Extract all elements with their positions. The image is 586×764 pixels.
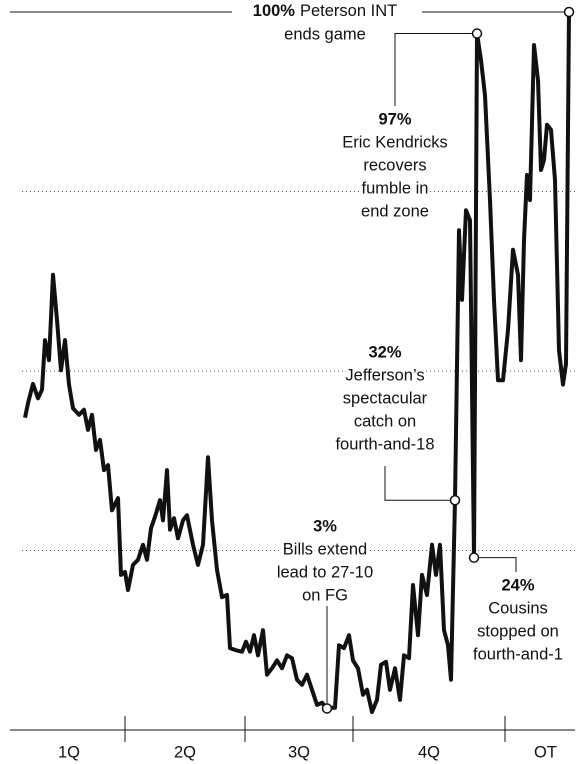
annotation-label: 3% [313,517,337,535]
annotation-point [471,28,483,39]
annotation-text: 100% Peterson INT [253,2,397,20]
win-probability-line [23,11,571,714]
annotation-line: spectacular [343,389,428,407]
annotation-line: fourth-and-18 [335,435,434,453]
annotation-label: 32% [368,343,401,361]
x-tick-label: 1Q [58,743,80,761]
annotation-point [449,494,461,506]
connector [474,557,517,572]
annotation-line: lead to 27-10 [277,563,373,581]
annotation-line: end zone [361,202,429,220]
annotation-line: on FG [302,586,348,604]
annotation-line: Peterson INT [300,2,397,20]
annotation-point [563,6,575,18]
annotation-label: 24% [501,576,534,594]
annotation-point [468,552,480,563]
annotation-line: Cousins [488,599,548,617]
annotation-line: recovers [363,156,426,174]
x-tick-label: 3Q [288,743,310,761]
annotation-line: Jefferson’s [345,366,424,384]
annotation-line: fourth-and-1 [473,645,563,663]
x-tick-label: 2Q [174,743,196,761]
annotation-line: Bills extend [283,540,367,558]
connector [384,466,455,501]
x-tick-label: 4Q [418,743,440,761]
connector [394,33,477,106]
x-tick-label: OT [534,743,557,761]
annotation-line: fumble in [362,179,429,197]
annotation-point [321,703,333,714]
annotation-line: Eric Kendricks [342,133,447,151]
annotation-line: catch on [354,412,416,430]
annotation-label: 100% [253,2,296,20]
annotation-line: stopped on [477,622,559,640]
annotation-line: ends game [284,25,366,43]
annotation-label: 97% [378,110,411,128]
